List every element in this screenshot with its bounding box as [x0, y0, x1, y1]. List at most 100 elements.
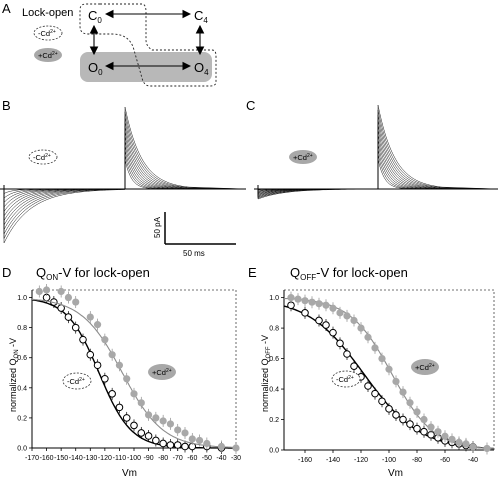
- data-point: [378, 354, 386, 363]
- x-tick-label: -50: [202, 455, 212, 462]
- data-point: [123, 375, 131, 383]
- data-point: [287, 294, 295, 302]
- data-point: [399, 415, 407, 424]
- y-tick-label: 1.0: [17, 295, 27, 302]
- data-point: [93, 321, 102, 329]
- data-point: [364, 333, 372, 341]
- data-point: [152, 436, 160, 445]
- data-point: [322, 321, 330, 329]
- data-point: [217, 442, 226, 451]
- open-states-box: [80, 52, 212, 82]
- data-point: [86, 350, 95, 359]
- fit-curve: [283, 305, 495, 450]
- chart-d-xlabel: Vm: [122, 468, 137, 479]
- data-point: [462, 440, 470, 448]
- data-point: [392, 377, 400, 386]
- panel-a: A Lock-open C0 C4 O0 O4 -Cd2+ +Cd2+: [2, 1, 217, 87]
- panel-c: C +Cd2+: [246, 98, 499, 200]
- data-point: [174, 426, 182, 434]
- legend-minus-cd-badge: [33, 25, 63, 41]
- x-tick-label: -150: [54, 455, 68, 462]
- data-point: [181, 429, 189, 437]
- data-point: [371, 344, 379, 352]
- data-point: [152, 414, 160, 422]
- data-point: [343, 350, 351, 358]
- data-point: [413, 424, 421, 433]
- y-tick-label: 0.0: [269, 448, 279, 455]
- chart-e-ylabel: normalized QOFF -V: [260, 335, 272, 412]
- data-point: [64, 293, 73, 302]
- state-o0: O0: [88, 60, 103, 77]
- data-point: [115, 403, 124, 412]
- panel-b: B -Cd2+ 50 pA 50 ms: [0, 98, 247, 258]
- trace-c-badge: [289, 150, 317, 164]
- data-point: [101, 374, 109, 383]
- data-point: [329, 328, 337, 337]
- data-point: [71, 323, 80, 332]
- x-tick-label: -140: [69, 455, 83, 462]
- x-tick-label: -40: [468, 457, 478, 464]
- data-point: [483, 444, 491, 453]
- gating-current-traces-plus-cd: [254, 104, 499, 200]
- y-tick-label: 0.8: [269, 326, 279, 333]
- data-point: [392, 411, 400, 419]
- data-point: [420, 427, 428, 436]
- x-tick-label: -130: [83, 455, 97, 462]
- gating-current-traces-minus-cd: [0, 106, 247, 244]
- data-point: [413, 408, 421, 416]
- x-tick-label: -60: [187, 455, 197, 462]
- data-point: [350, 362, 358, 370]
- data-point: [329, 304, 337, 312]
- data-point: [420, 415, 428, 424]
- x-tick-label: -90: [144, 455, 154, 462]
- chart-d-series-plus-label: +Cd2+: [152, 368, 172, 377]
- data-point: [203, 439, 211, 448]
- data-point: [181, 442, 189, 451]
- data-point: [385, 365, 393, 373]
- y-tick-label: 0.2: [269, 417, 279, 424]
- trace-b-badge: [28, 149, 58, 165]
- panel-letter-d: D: [2, 265, 11, 280]
- chart-d-title: QON-V for lock-open: [36, 265, 150, 282]
- y-tick-label: 0.6: [269, 356, 279, 363]
- data-point: [448, 435, 456, 443]
- data-point: [35, 287, 43, 296]
- chart-e-series-plus-badge: [411, 359, 439, 375]
- panel-e: E QOFF-V for lock-open normalized QOFF -…: [248, 265, 495, 479]
- data-point: [455, 438, 463, 446]
- data-point: [144, 411, 153, 419]
- scale-label-current: 50 pA: [153, 216, 162, 238]
- scheme-title: Lock-open: [22, 7, 73, 19]
- data-point: [336, 309, 344, 317]
- data-point: [294, 295, 302, 303]
- x-tick-label: -40: [216, 455, 226, 462]
- x-tick-label: -170: [25, 455, 39, 462]
- data-point: [385, 405, 393, 413]
- data-point: [64, 313, 73, 321]
- y-tick-label: 1.0: [269, 295, 279, 302]
- data-point: [115, 361, 124, 369]
- chart-d-series-minus-label: -Cd2+: [67, 377, 85, 386]
- data-point: [301, 309, 309, 317]
- data-point: [399, 388, 407, 396]
- x-tick-label: -70: [173, 455, 183, 462]
- chart-e-xlabel: Vm: [388, 468, 403, 479]
- x-tick-label: -100: [127, 455, 141, 462]
- y-tick-label: 0.6: [17, 355, 27, 362]
- data-point: [101, 336, 109, 344]
- panel-d: D QON-V for lock-open normalized QON -V …: [2, 265, 241, 479]
- chart-e-plot: -160 -140 -120 -100 -80 -60 -40 0.0 0.2 0.4 0.6 0.8…: [269, 289, 495, 464]
- x-tick-label: -80: [412, 457, 422, 464]
- panel-letter-c: C: [246, 98, 255, 113]
- current-trace: [3, 106, 247, 244]
- state-c4: C4: [194, 8, 208, 25]
- chart-e-series-minus-label: -Cd2+: [336, 375, 354, 384]
- chart-d-plot: -170 -160 -150 -140 -130 -120 -110 -100 -90 -80 -7…: [17, 284, 241, 462]
- data-point: [406, 399, 414, 407]
- data-point: [315, 300, 323, 308]
- x-tick-label: -160: [298, 457, 312, 464]
- data-point: [195, 436, 204, 445]
- data-point: [166, 441, 175, 449]
- current-trace: [257, 104, 499, 200]
- data-point: [364, 382, 372, 390]
